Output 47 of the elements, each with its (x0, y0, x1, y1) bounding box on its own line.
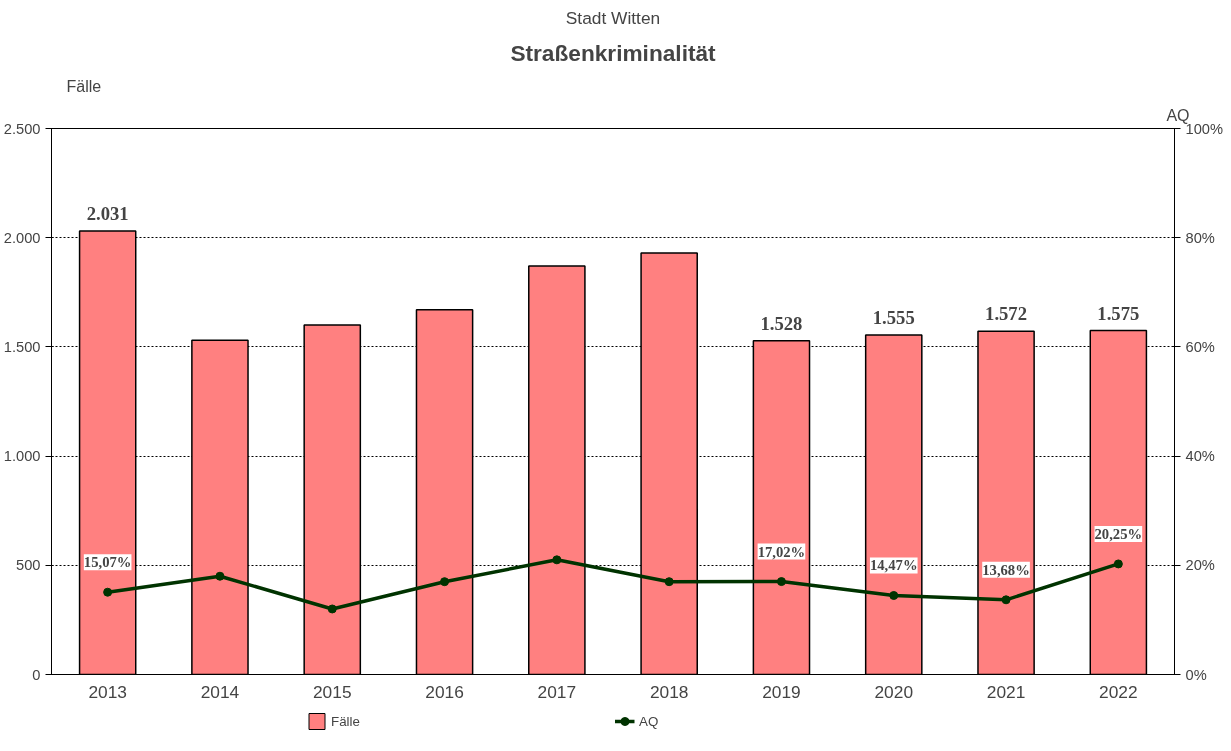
data-label: 13,68% (982, 561, 1030, 578)
legend-label: AQ (639, 713, 660, 729)
point (889, 591, 899, 600)
data-label: 20,25% (1094, 525, 1143, 542)
point (776, 577, 786, 587)
data-label: 15,07% (83, 554, 132, 571)
x-tick-label: 2022 (1099, 681, 1138, 702)
data-label: 2.031 (86, 202, 129, 224)
x-tick-label: 2016 (425, 681, 464, 702)
x-tick-label: 2018 (649, 681, 689, 702)
x-tick-label: 2020 (874, 681, 914, 702)
y-tick-label: 1.000 (3, 448, 41, 465)
y-tick-label: 500 (16, 557, 41, 574)
data-label: 1.555 (872, 306, 915, 328)
x-tick-label: 2017 (537, 681, 577, 702)
chart-subtitle: Stadt Witten (565, 7, 661, 28)
point (552, 555, 562, 565)
y2-tick-label: 20% (1185, 557, 1215, 574)
point (664, 577, 674, 587)
data-label: 17,02% (757, 543, 806, 560)
data-label: 14,47% (869, 557, 918, 574)
x-tick-label: 2015 (312, 681, 352, 702)
point (1113, 559, 1123, 569)
y-tick-label: 2.500 (3, 120, 41, 137)
point (1001, 595, 1011, 605)
data-label: 1.575 (1097, 302, 1140, 324)
y-tick-label: 0 (32, 666, 41, 683)
point (103, 587, 113, 597)
y2-axis-title: AQ (1166, 106, 1190, 124)
y2-tick-label: 60% (1185, 338, 1215, 355)
y-tick-label: 2.000 (3, 229, 41, 246)
x-tick-label: 2013 (88, 681, 127, 702)
chart-title: Straßenkriminalität (510, 39, 717, 66)
point (327, 604, 337, 614)
y-axis-title: Fälle (66, 77, 102, 95)
data-label: 1.528 (760, 312, 803, 334)
x-tick-label: 2021 (986, 681, 1026, 702)
data-label: 1.572 (985, 303, 1028, 325)
x-tick-label: 2019 (762, 681, 801, 702)
y2-tick-label: 0% (1185, 666, 1207, 683)
y2-tick-label: 80% (1185, 229, 1215, 246)
x-tick-label: 2014 (200, 681, 240, 702)
legend-label: Fälle (331, 713, 361, 729)
y2-tick-label: 40% (1185, 448, 1215, 465)
point (440, 577, 450, 587)
y-tick-label: 1.500 (3, 338, 41, 355)
point (215, 571, 225, 581)
